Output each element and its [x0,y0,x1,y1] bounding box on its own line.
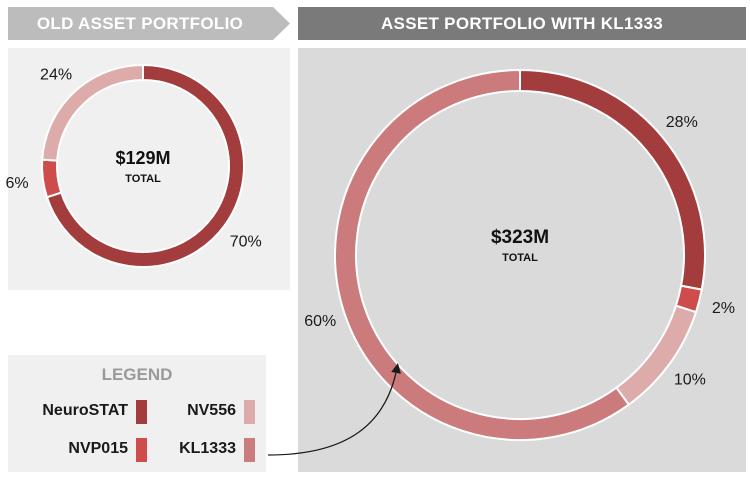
donut-slice-nv556 [615,304,698,407]
donut-total-value: $129M [115,148,170,168]
donut-slice-nvp015 [41,158,63,199]
legend-label-nvp015: NVP015 [68,440,128,457]
donut-slice-kl1333 [334,68,631,441]
legend-swatch-kl1333 [244,438,255,462]
legend-label-kl1333: KL1333 [179,440,236,457]
old-portfolio-donut: 70% 6% 24% $129M TOTAL [5,63,262,268]
donut-slice-neurostat [45,63,245,268]
slice-label-kl1333: 60% [304,313,336,330]
new-portfolio-donut: 28% 2% 10% 60% $323M TOTAL [304,68,735,441]
legend-panel: LEGEND NeuroSTAT NV556 NVP015 KL1333 [8,355,266,472]
legend-swatch-nvp015 [136,438,147,462]
donut-slice-neurostat [519,68,706,291]
slice-label-neurostat: 70% [230,234,262,251]
slice-label-nvp015: 6% [5,175,28,192]
slice-label-nv556: 24% [40,66,72,83]
new-portfolio-panel [298,48,746,472]
donut-slice-nv556 [41,63,144,162]
donut-total-value: $323M [491,227,549,248]
connector-arrow [267,363,401,456]
legend-label-nv556: NV556 [187,402,236,419]
slice-label-nv556: 10% [674,371,706,388]
old-portfolio-header: OLD ASSET PORTFOLIO [8,7,290,40]
slice-label-neurostat: 28% [666,114,698,131]
donut-total-label: TOTAL [125,173,161,185]
new-portfolio-title: ASSET PORTFOLIO WITH KL1333 [380,13,664,33]
legend-label-neurostat: NeuroSTAT [42,402,128,419]
legend-swatch-neurostat [136,400,147,424]
legend-title: LEGEND [101,365,173,384]
new-portfolio-header: ASSET PORTFOLIO WITH KL1333 [298,7,746,40]
legend-swatch-nv556 [244,400,255,424]
old-portfolio-title: OLD ASSET PORTFOLIO [36,13,244,33]
slice-label-nvp015: 2% [712,300,735,317]
donut-total-label: TOTAL [502,252,538,264]
